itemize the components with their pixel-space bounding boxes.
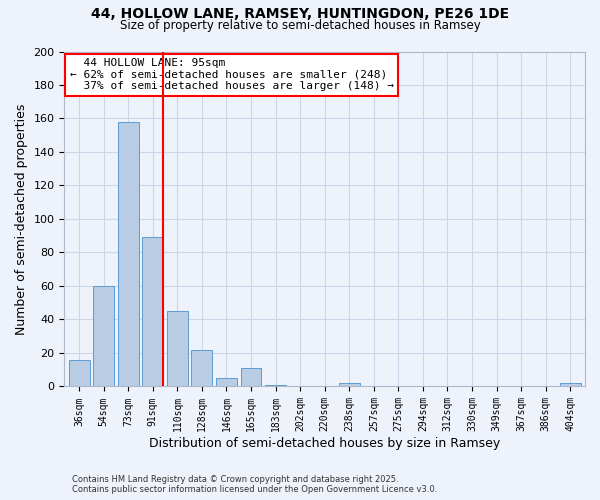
Bar <box>339 383 359 386</box>
Bar <box>191 350 212 387</box>
X-axis label: Distribution of semi-detached houses by size in Ramsey: Distribution of semi-detached houses by … <box>149 437 500 450</box>
Text: Size of property relative to semi-detached houses in Ramsey: Size of property relative to semi-detach… <box>119 19 481 32</box>
Bar <box>142 238 163 386</box>
Bar <box>93 286 114 386</box>
Bar <box>241 368 262 386</box>
Bar <box>167 311 188 386</box>
Bar <box>265 385 286 386</box>
Text: 44 HOLLOW LANE: 95sqm
← 62% of semi-detached houses are smaller (248)
  37% of s: 44 HOLLOW LANE: 95sqm ← 62% of semi-deta… <box>70 58 394 92</box>
Y-axis label: Number of semi-detached properties: Number of semi-detached properties <box>15 104 28 334</box>
Bar <box>216 378 237 386</box>
Text: 44, HOLLOW LANE, RAMSEY, HUNTINGDON, PE26 1DE: 44, HOLLOW LANE, RAMSEY, HUNTINGDON, PE2… <box>91 8 509 22</box>
Bar <box>69 360 89 386</box>
Text: Contains HM Land Registry data © Crown copyright and database right 2025.
Contai: Contains HM Land Registry data © Crown c… <box>72 474 437 494</box>
Bar <box>560 383 581 386</box>
Bar <box>118 122 139 386</box>
